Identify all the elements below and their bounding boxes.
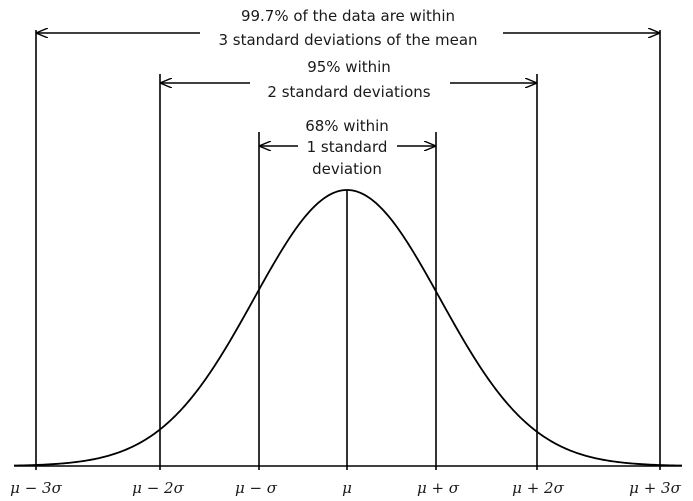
one-sd-label-line1: 68% within xyxy=(305,117,389,135)
tick-label-mu-plus-sigma: μ + σ xyxy=(417,479,460,497)
one-sd-label-line2: 1 standard xyxy=(307,138,388,156)
tick-label-mu-minus-3sigma: μ − 3σ xyxy=(10,479,62,497)
one-sd-label-line3: deviation xyxy=(312,160,382,178)
three-sd-label-line1: 99.7% of the data are within xyxy=(241,7,455,25)
two-sd-label-line2: 2 standard deviations xyxy=(267,83,430,101)
tick-label-mu-plus-3sigma: μ + 3σ xyxy=(629,479,681,497)
tick-label-mu-minus-sigma: μ − σ xyxy=(235,479,278,497)
tick-label-mu-plus-2sigma: μ + 2σ xyxy=(512,479,564,497)
two-sd-label-line1: 95% within xyxy=(307,58,391,76)
bell-curve xyxy=(13,189,683,467)
tick-label-mu: μ xyxy=(342,479,352,497)
tick-label-mu-minus-2sigma: μ − 2σ xyxy=(132,479,184,497)
three-sd-label-line2: 3 standard deviations of the mean xyxy=(218,31,477,49)
